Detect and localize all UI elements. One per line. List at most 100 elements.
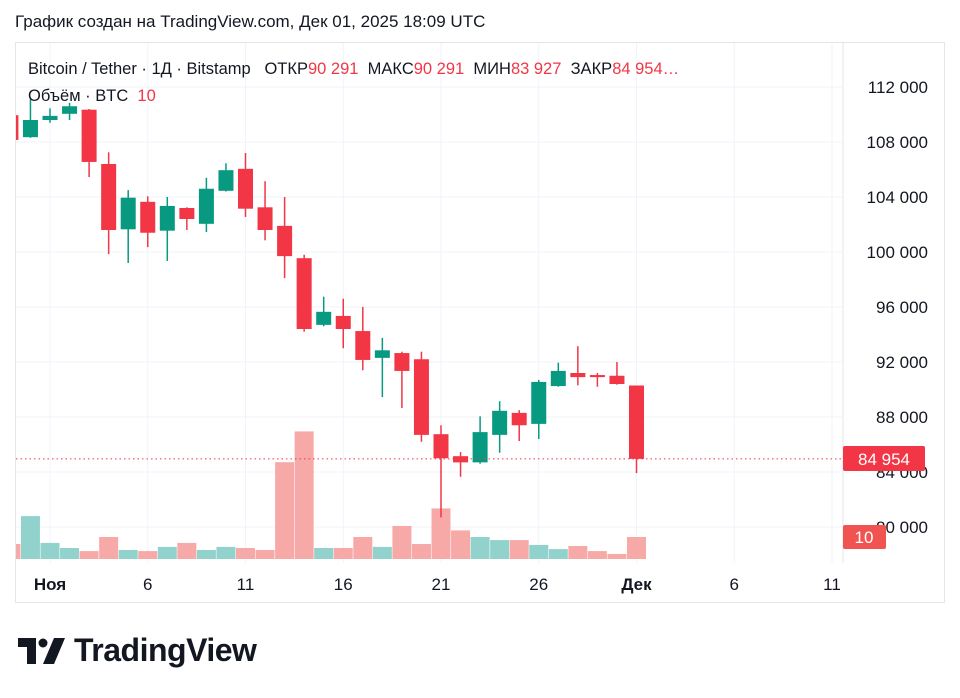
price-tick-label: 100 000 bbox=[867, 243, 928, 262]
volume-bar bbox=[20, 516, 40, 559]
chart-caption: График создан на TradingView.com, Дек 01… bbox=[15, 12, 486, 31]
candle-body bbox=[316, 311, 332, 325]
time-tick-label: 11 bbox=[237, 575, 255, 594]
volume-label[interactable]: Объём · BTC bbox=[28, 87, 129, 105]
candle-body bbox=[198, 188, 214, 224]
price-tick-label: 112 000 bbox=[868, 78, 928, 97]
time-axis: Ноя 6 11 16 21 26 Дек 6 11 bbox=[34, 575, 841, 594]
volume-bar bbox=[16, 544, 21, 559]
last-volume-label: 10 bbox=[855, 528, 874, 547]
tradingview-logo-text: TradingView bbox=[74, 632, 257, 668]
volume-bar bbox=[392, 526, 412, 559]
volume-bar bbox=[470, 537, 490, 559]
legend-volume-row: Объём · BTC 10 bbox=[28, 83, 679, 110]
volume-bar bbox=[79, 551, 99, 559]
candle-body bbox=[472, 432, 488, 463]
volume-bar bbox=[118, 549, 138, 559]
time-tick-label: Ноя bbox=[34, 575, 66, 594]
legend-price-row: Bitcoin / Tether · 1Д · Bitstamp ОТКР90 … bbox=[28, 56, 679, 83]
volume-bar bbox=[275, 462, 295, 559]
last-price-badge: 84 954 bbox=[843, 446, 925, 471]
chart-frame bbox=[15, 42, 945, 603]
candle-body bbox=[42, 115, 58, 120]
candle-body bbox=[433, 434, 449, 459]
volume-bar bbox=[314, 548, 334, 559]
candle-body bbox=[159, 205, 175, 231]
tradingview-logo[interactable]: TradingView bbox=[18, 632, 257, 669]
candle-body bbox=[120, 197, 136, 230]
volume-bar bbox=[607, 553, 627, 559]
volume-bar bbox=[509, 540, 529, 559]
candle-body bbox=[81, 109, 97, 162]
candle-body bbox=[629, 385, 644, 459]
open-label: ОТКР bbox=[264, 60, 308, 78]
price-tick-label: 96 000 bbox=[876, 298, 928, 317]
price-tick-label: 92 000 bbox=[876, 353, 928, 372]
candle-body bbox=[179, 208, 195, 219]
open-value: 90 291 bbox=[308, 60, 359, 78]
time-tick-label: 26 bbox=[529, 575, 548, 594]
candle-body bbox=[355, 331, 371, 360]
candle-body bbox=[453, 456, 469, 463]
candle-body bbox=[394, 353, 410, 371]
time-tick-label: 6 bbox=[730, 575, 739, 594]
price-tick-label: 104 000 bbox=[867, 188, 928, 207]
tradingview-logo-icon bbox=[18, 637, 65, 664]
volume-bar bbox=[294, 431, 314, 559]
candle-body bbox=[413, 359, 429, 435]
volume-bar bbox=[333, 548, 353, 559]
volume-bar bbox=[411, 544, 431, 559]
volume-bar bbox=[451, 530, 471, 559]
last-price-label: 84 954 bbox=[858, 450, 910, 469]
candle-body bbox=[218, 170, 234, 191]
candle-body bbox=[16, 115, 19, 140]
high-value: 90 291 bbox=[413, 60, 465, 78]
candle-body bbox=[511, 412, 527, 426]
time-tick-label: 11 bbox=[823, 575, 841, 594]
volume-bar bbox=[372, 546, 392, 559]
volume-value: 10 bbox=[137, 87, 156, 105]
volume-badge: 10 bbox=[843, 525, 886, 549]
volume-bar bbox=[490, 540, 510, 559]
low-label: МИН bbox=[473, 60, 511, 78]
price-tick-label: 88 000 bbox=[876, 408, 928, 427]
candle-body bbox=[296, 258, 312, 329]
candle-body bbox=[570, 373, 586, 378]
volume-bar bbox=[138, 551, 158, 559]
volume-bars bbox=[16, 431, 646, 559]
volume-bar bbox=[548, 549, 568, 559]
candle-body bbox=[238, 168, 253, 209]
price-tick-label: 108 000 bbox=[867, 133, 928, 152]
volume-bar bbox=[353, 537, 373, 559]
volume-bar bbox=[627, 537, 646, 559]
candle-body bbox=[257, 207, 273, 230]
low-value: 83 927 bbox=[510, 60, 562, 78]
high-label: МАКС bbox=[367, 60, 414, 78]
volume-bar bbox=[431, 508, 451, 559]
symbol-label[interactable]: Bitcoin / Tether · 1Д · Bitstamp bbox=[28, 60, 251, 78]
volume-bar bbox=[587, 551, 607, 559]
candle-body bbox=[609, 375, 625, 384]
time-tick-label: 21 bbox=[432, 575, 451, 594]
time-tick-label: 6 bbox=[143, 575, 152, 594]
volume-bar bbox=[157, 546, 177, 559]
candles bbox=[16, 99, 644, 518]
volume-bar bbox=[40, 542, 60, 559]
grid bbox=[16, 43, 844, 563]
candle-body bbox=[335, 315, 351, 329]
time-tick-label: Дек bbox=[621, 575, 652, 594]
candle-body bbox=[550, 370, 566, 387]
candle-body bbox=[140, 201, 156, 233]
price-tick-label: 80 000 bbox=[876, 518, 928, 537]
candle-body bbox=[62, 106, 78, 114]
volume-bar bbox=[236, 548, 255, 559]
candle-body bbox=[531, 381, 547, 424]
close-label: ЗАКР bbox=[570, 60, 613, 78]
legend: Bitcoin / Tether · 1Д · Bitstamp ОТКР90 … bbox=[28, 56, 679, 110]
volume-bar bbox=[255, 549, 275, 559]
time-tick-label: 16 bbox=[334, 575, 353, 594]
volume-bar bbox=[196, 549, 216, 559]
volume-bar bbox=[99, 537, 119, 559]
candle-body bbox=[492, 410, 508, 435]
